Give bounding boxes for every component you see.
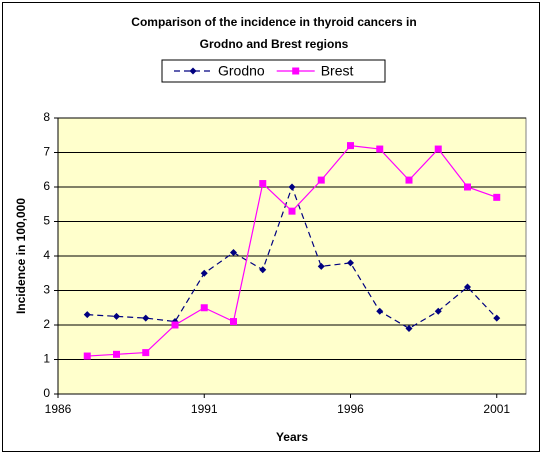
legend-marker [189, 67, 197, 75]
data-point [434, 307, 442, 315]
legend-marker [292, 67, 300, 75]
data-point [259, 180, 267, 188]
data-point [230, 318, 237, 326]
data-point [376, 145, 384, 153]
x-tick-label: 2001 [483, 402, 510, 416]
y-tick-label: 8 [43, 110, 50, 124]
data-point [113, 312, 120, 320]
y-tick-label: 2 [43, 317, 50, 331]
data-point [200, 269, 208, 277]
y-axis-label: Incidence in 100,000 [14, 198, 28, 314]
x-tick-label: 1996 [337, 402, 364, 416]
y-tick-label: 0 [43, 386, 50, 400]
x-tick-label: 1991 [191, 402, 218, 416]
data-point [83, 311, 91, 319]
data-point [464, 183, 471, 191]
y-tick-label: 5 [43, 214, 50, 228]
y-tick-label: 7 [43, 145, 50, 159]
data-point [83, 352, 91, 360]
data-point [376, 307, 384, 315]
legend-label: Grodno [218, 63, 265, 79]
legend-box [161, 59, 386, 83]
data-point [142, 314, 150, 322]
data-point [230, 249, 237, 257]
data-point [200, 304, 208, 312]
data-point [288, 207, 296, 215]
y-tick-label: 6 [43, 179, 50, 193]
legend-label: Brest [321, 63, 354, 79]
data-point [288, 183, 296, 191]
data-point [493, 193, 501, 201]
y-tick-label: 3 [43, 283, 50, 297]
data-point [405, 324, 413, 332]
y-tick-label: 1 [43, 352, 50, 366]
data-point [347, 142, 354, 150]
data-point [259, 266, 267, 274]
chart-title: Grodno and Brest regions [200, 37, 349, 51]
y-tick-label: 4 [43, 248, 50, 262]
data-point [464, 283, 471, 291]
x-tick-label: 1986 [45, 402, 72, 416]
data-point [142, 349, 150, 357]
chart-title: Comparison of the incidence in thyroid c… [131, 15, 416, 29]
data-point [113, 350, 120, 358]
data-point [317, 262, 325, 270]
data-point [434, 145, 442, 153]
data-point [347, 259, 354, 267]
data-point [317, 176, 325, 184]
x-axis-label: Years [276, 430, 308, 444]
data-point [171, 321, 179, 329]
data-point [405, 176, 413, 184]
data-point [493, 314, 501, 322]
